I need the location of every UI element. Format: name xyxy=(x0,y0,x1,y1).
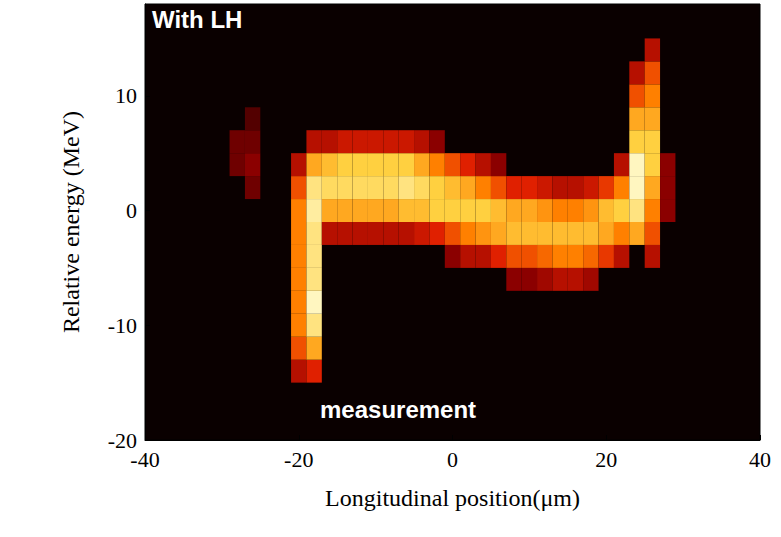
svg-text:Longitudinal position(μm): Longitudinal position(μm) xyxy=(325,485,580,511)
svg-text:10: 10 xyxy=(115,83,137,108)
svg-text:-20: -20 xyxy=(284,447,313,472)
svg-text:-20: -20 xyxy=(107,427,137,453)
svg-text:40: 40 xyxy=(749,447,771,472)
svg-text:20: 20 xyxy=(595,447,617,472)
svg-text:-10: -10 xyxy=(108,313,137,338)
svg-text:Relative energy (MeV): Relative energy (MeV) xyxy=(58,111,84,333)
svg-text:0: 0 xyxy=(447,447,458,472)
svg-text:-40: -40 xyxy=(130,447,159,472)
svg-text:0: 0 xyxy=(126,198,137,223)
svg-text:measurement: measurement xyxy=(320,396,476,423)
svg-text:With LH: With LH xyxy=(152,6,242,33)
